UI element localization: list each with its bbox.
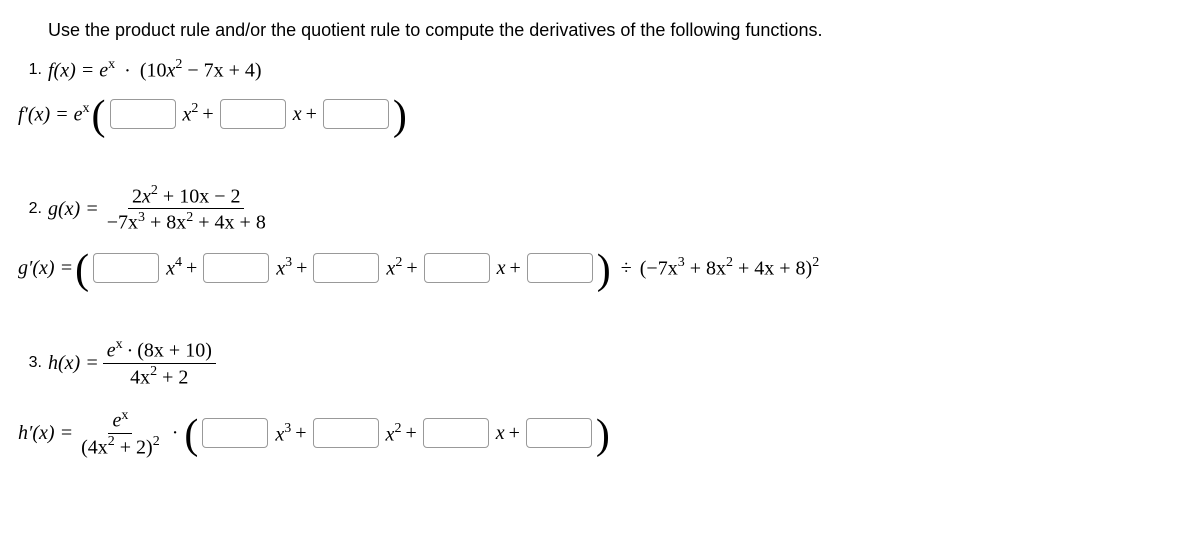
q2-x2: x2 — [381, 257, 402, 279]
q2-function-row: 2. g(x) = 2x2 + 10x − 2 −7x3 + 8x2 + 4x … — [48, 183, 1180, 235]
q2-x4: x4 — [161, 257, 182, 279]
q1-blank-x-coef[interactable] — [220, 99, 286, 129]
q1-deriv-lhs-wrap: f′(x) = ex — [18, 103, 90, 125]
q3-plus-2: + — [401, 423, 420, 443]
q2-deriv-lhs: g′(x) = — [18, 258, 73, 278]
q2-denominator-sq: (−7x3 + 8x2 + 4x + 8)2 — [640, 257, 819, 279]
q3-blank-x1[interactable] — [423, 418, 489, 448]
instructions-text: Use the product rule and/or the quotient… — [48, 20, 1180, 41]
q1-blank-const[interactable] — [323, 99, 389, 129]
q3-lhs: h(x) = — [48, 353, 99, 373]
q1-number: 1. — [18, 62, 42, 78]
q3-plus-3: + — [505, 423, 524, 443]
q1-plus-2: + — [302, 104, 321, 124]
q3-deriv-frac-num: ex — [108, 407, 132, 434]
q3-derivative-row: h′(x) = ex (4x2 + 2)2 · ( x3 + x2 + x + … — [18, 407, 1180, 459]
q2-lhs: g(x) = — [48, 199, 99, 219]
q2-blank-x1[interactable] — [424, 253, 490, 283]
q3-plus-1: + — [291, 423, 310, 443]
q2-fraction: 2x2 + 10x − 2 −7x3 + 8x2 + 4x + 8 — [103, 183, 270, 235]
q1-func-exp: x — [108, 57, 115, 72]
q3-frac-num: ex·(8x + 10) — [103, 337, 216, 364]
q1-deriv-exp: x — [83, 101, 90, 116]
q3-function-row: 3. h(x) = ex·(8x + 10) 4x2 + 2 — [48, 337, 1180, 389]
q3-fraction: ex·(8x + 10) 4x2 + 2 — [103, 337, 216, 389]
q3-blank-const[interactable] — [526, 418, 592, 448]
q1-deriv-lhs: f′(x) = e — [18, 103, 83, 125]
q1-blank-x2-coef[interactable] — [110, 99, 176, 129]
q2-x3: x3 — [271, 257, 292, 279]
q1-function-row: 1. f(x) = ex · (10x2 − 7x + 4) — [48, 59, 1180, 81]
q2-blank-x4[interactable] — [93, 253, 159, 283]
q1-func-lhs: f(x) = e — [48, 60, 108, 82]
q1-x1: x — [288, 104, 302, 124]
q2-blank-x3[interactable] — [203, 253, 269, 283]
q1-rest: − 7x + 4) — [187, 60, 261, 82]
q3-x2: x2 — [381, 423, 402, 445]
q3-x1: x — [491, 423, 505, 443]
q3-dot: · — [168, 423, 183, 443]
q2-blank-x2[interactable] — [313, 253, 379, 283]
q2-derivative-row: g′(x) = ( x4 + x3 + x2 + x + ) ÷ (−7x3 +… — [18, 253, 1180, 283]
q2-number: 2. — [18, 201, 42, 217]
q1-dot: · — [120, 60, 135, 82]
q2-plus-2: + — [292, 258, 311, 278]
q2-frac-den: −7x3 + 8x2 + 4x + 8 — [103, 209, 270, 235]
q3-x3: x3 — [270, 423, 291, 445]
q1-func: f(x) = ex · (10x2 − 7x + 4) — [48, 59, 262, 81]
q3-deriv-lhs: h′(x) = — [18, 423, 73, 443]
q3-blank-x2[interactable] — [313, 418, 379, 448]
q1-derivative-row: f′(x) = ex ( x2 + x + ) — [18, 99, 1180, 129]
q2-x1: x — [492, 258, 506, 278]
q2-plus-4: + — [505, 258, 524, 278]
q2-plus-3: + — [402, 258, 421, 278]
q2-plus-1: + — [182, 258, 201, 278]
q2-divide: ÷ — [613, 258, 640, 278]
q2-frac-num: 2x2 + 10x − 2 — [128, 183, 244, 210]
q3-frac-den: 4x2 + 2 — [126, 364, 192, 390]
q3-deriv-frac: ex (4x2 + 2)2 — [77, 407, 164, 459]
q3-deriv-frac-den: (4x2 + 2)2 — [77, 434, 164, 460]
q3-number: 3. — [18, 355, 42, 371]
q1-plus-1: + — [198, 104, 217, 124]
q1-sq: 2 — [175, 57, 182, 72]
q1-x2: x2 — [178, 103, 199, 125]
q2-blank-const[interactable] — [527, 253, 593, 283]
q3-blank-x3[interactable] — [202, 418, 268, 448]
